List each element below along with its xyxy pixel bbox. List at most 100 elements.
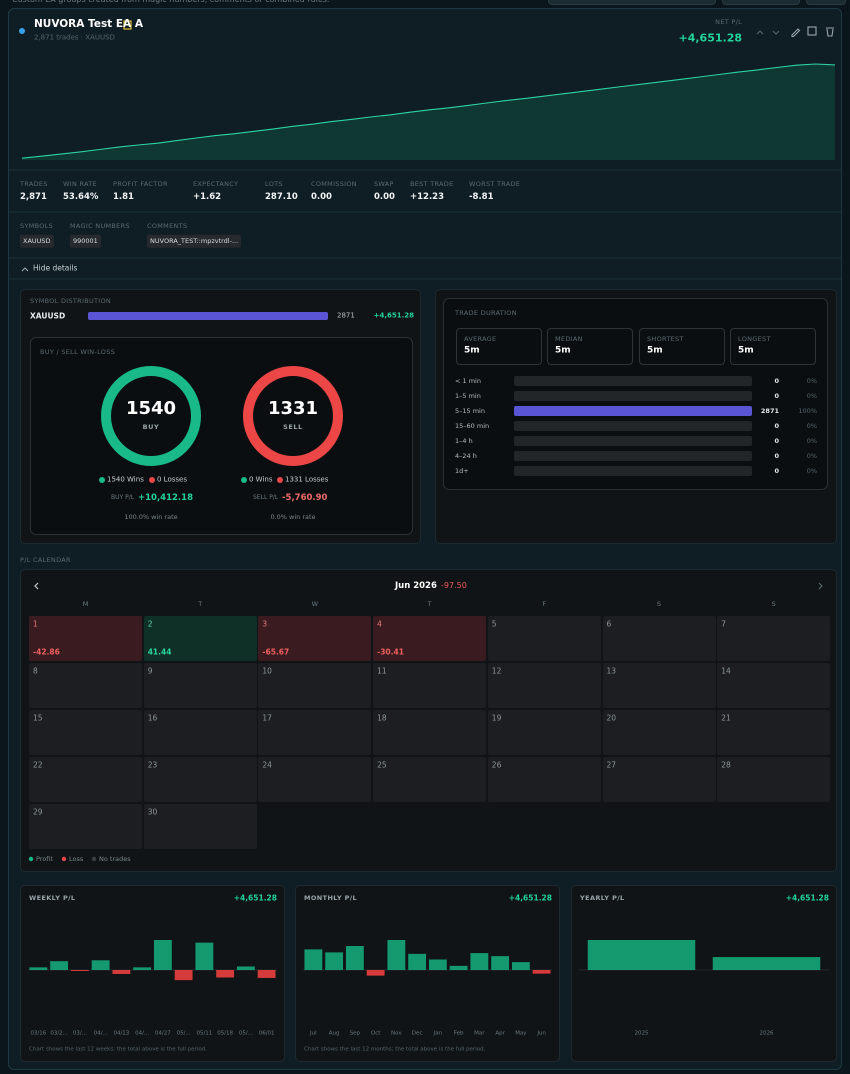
calendar-day[interactable] <box>717 616 831 661</box>
group-subtitle: 2,871 trades · XAUUSD <box>34 33 115 42</box>
stat-value: +1.62 <box>193 191 222 202</box>
group-title: NUVORA Test EA A <box>34 17 143 30</box>
period-bar <box>112 970 131 974</box>
calendar-day[interactable] <box>487 616 601 661</box>
calendar-day[interactable] <box>373 616 487 661</box>
archive-icon[interactable] <box>807 26 817 36</box>
duration-pct: 0% <box>806 421 817 430</box>
pl-label: BUY P/L <box>111 494 135 501</box>
calendar-day[interactable] <box>143 710 257 755</box>
duration-bar-track <box>514 421 752 431</box>
calendar-day[interactable] <box>143 804 257 849</box>
period-bar <box>91 960 110 970</box>
loss-dot <box>277 477 283 483</box>
period-label: Dec <box>411 1030 423 1037</box>
tag-chip: 990001 <box>70 234 101 248</box>
duration-pct: 0% <box>806 391 817 400</box>
calendar-day[interactable] <box>258 710 372 755</box>
calendar-day[interactable] <box>29 804 142 849</box>
delete-icon[interactable] <box>826 27 834 37</box>
tag-group-label: COMMENTS <box>147 221 188 230</box>
calendar-day[interactable] <box>602 663 716 708</box>
hide-details-toggle[interactable]: Hide details <box>33 263 78 273</box>
period-bar <box>70 970 89 971</box>
move-up-icon[interactable] <box>756 30 764 35</box>
period-label: Jan <box>433 1030 443 1037</box>
duration-card <box>456 328 542 365</box>
pl-label: SELL P/L <box>253 494 279 501</box>
period-bar <box>408 953 427 970</box>
period-bar <box>195 942 214 970</box>
period-bar <box>325 952 344 970</box>
stat-value: 2,871 <box>20 191 47 202</box>
wins-text: 0 Wins <box>249 475 273 484</box>
card-label: SHORTEST <box>647 334 684 343</box>
day-number: 25 <box>377 760 387 770</box>
stat-label: WIN RATE <box>63 179 97 188</box>
net-pl-value: +4,651.28 <box>678 31 743 45</box>
calendar-day[interactable] <box>602 710 716 755</box>
pl-value: -5,760.90 <box>282 492 328 503</box>
duration-count: 0 <box>774 421 779 430</box>
stat-value: 0.00 <box>374 191 395 202</box>
period-label: 2026 <box>759 1030 774 1037</box>
stat-label: PROFIT FACTOR <box>113 179 168 188</box>
calendar-day[interactable] <box>602 616 716 661</box>
win-rate: 0.0% win rate <box>270 512 316 521</box>
period-label: Jun <box>537 1030 546 1037</box>
calendar-day[interactable] <box>717 757 831 802</box>
period-card <box>20 885 285 1062</box>
win-loss-ring <box>243 366 343 466</box>
calendar-day[interactable] <box>373 757 487 802</box>
stat-value: 0.00 <box>311 191 332 202</box>
calendar-day[interactable] <box>717 710 831 755</box>
calendar-day[interactable] <box>143 663 257 708</box>
button[interactable] <box>806 0 846 5</box>
symbol-pl: +4,651.28 <box>373 311 414 320</box>
card-value: 5m <box>738 345 754 356</box>
calendar-day[interactable] <box>258 616 372 661</box>
win-dot <box>241 477 247 483</box>
calendar-day[interactable] <box>258 757 372 802</box>
symbol-name: XAUUSD <box>30 311 66 321</box>
legend-label: Profit <box>36 854 53 863</box>
search-box[interactable] <box>548 0 716 5</box>
ring-count: 1540 <box>125 398 177 419</box>
calendar-day[interactable] <box>487 757 601 802</box>
calendar-day[interactable] <box>602 757 716 802</box>
calendar-day[interactable] <box>29 663 142 708</box>
duration-card <box>639 328 725 365</box>
stat-value: 1.81 <box>113 191 134 202</box>
edit-name-icon[interactable] <box>123 20 132 30</box>
edit-icon[interactable] <box>791 28 801 38</box>
calendar-day[interactable] <box>29 710 142 755</box>
ring-label: SELL <box>283 422 303 431</box>
period-bar <box>133 967 152 970</box>
period-note: Chart shows the last 12 months; the tota… <box>304 1046 486 1053</box>
calendar-day[interactable] <box>143 616 257 661</box>
period-card <box>571 885 837 1062</box>
calendar-day[interactable] <box>373 663 487 708</box>
weekday-label: M <box>82 599 89 608</box>
period-bar <box>428 959 447 970</box>
period-bar <box>587 940 696 970</box>
calendar-day[interactable] <box>487 663 601 708</box>
stat-label: WORST TRADE <box>469 179 521 188</box>
calendar-day[interactable] <box>717 663 831 708</box>
calendar-day[interactable] <box>487 710 601 755</box>
calendar-day[interactable] <box>143 757 257 802</box>
period-total: +4,651.28 <box>233 893 277 903</box>
period-bar <box>236 966 255 970</box>
day-number: 19 <box>491 713 502 723</box>
weekday-label: S <box>771 599 776 608</box>
button[interactable] <box>722 0 800 5</box>
calendar-day[interactable] <box>373 710 487 755</box>
ring-label: BUY <box>142 422 160 431</box>
calendar-day[interactable] <box>29 757 142 802</box>
pl-value: +10,412.18 <box>138 492 193 503</box>
day-number: 28 <box>721 760 731 770</box>
move-down-icon[interactable] <box>772 30 780 35</box>
calendar-day[interactable] <box>29 616 142 661</box>
weekday-label: S <box>656 599 662 608</box>
calendar-day[interactable] <box>258 663 372 708</box>
